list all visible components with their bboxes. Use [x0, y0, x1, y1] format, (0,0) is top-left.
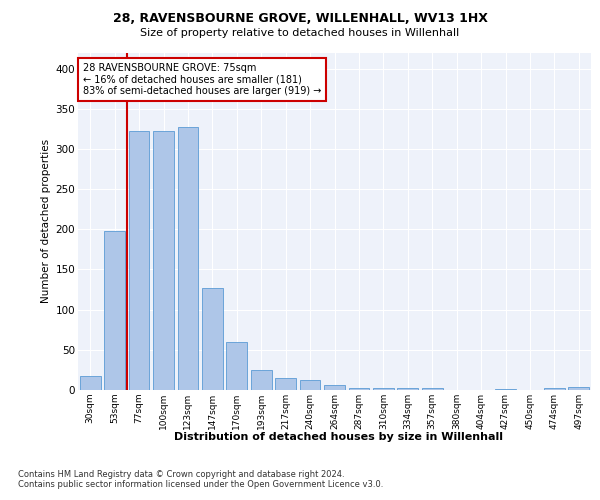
Bar: [226, 342, 247, 390]
Text: Distribution of detached houses by size in Willenhall: Distribution of detached houses by size …: [175, 432, 503, 442]
Bar: [373, 388, 394, 390]
Bar: [324, 385, 345, 390]
Bar: [128, 131, 149, 390]
Bar: [544, 388, 565, 390]
Bar: [349, 388, 370, 390]
Y-axis label: Number of detached properties: Number of detached properties: [41, 139, 52, 304]
Bar: [422, 388, 443, 390]
Bar: [178, 127, 199, 390]
Bar: [397, 388, 418, 390]
Bar: [202, 288, 223, 390]
Bar: [153, 131, 174, 390]
Text: 28, RAVENSBOURNE GROVE, WILLENHALL, WV13 1HX: 28, RAVENSBOURNE GROVE, WILLENHALL, WV13…: [113, 12, 487, 26]
Bar: [80, 376, 101, 390]
Text: 28 RAVENSBOURNE GROVE: 75sqm
← 16% of detached houses are smaller (181)
83% of s: 28 RAVENSBOURNE GROVE: 75sqm ← 16% of de…: [83, 62, 322, 96]
Bar: [568, 387, 589, 390]
Text: Size of property relative to detached houses in Willenhall: Size of property relative to detached ho…: [140, 28, 460, 38]
Bar: [299, 380, 320, 390]
Text: Contains public sector information licensed under the Open Government Licence v3: Contains public sector information licen…: [18, 480, 383, 489]
Text: Contains HM Land Registry data © Crown copyright and database right 2024.: Contains HM Land Registry data © Crown c…: [18, 470, 344, 479]
Bar: [495, 389, 516, 390]
Bar: [251, 370, 272, 390]
Bar: [275, 378, 296, 390]
Bar: [104, 231, 125, 390]
